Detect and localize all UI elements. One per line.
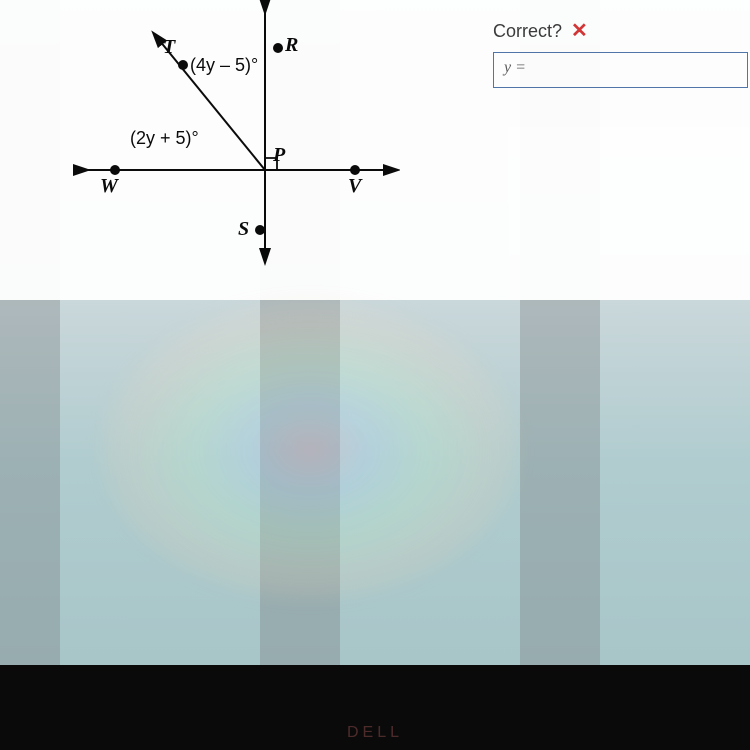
answer-input[interactable]: y =: [493, 52, 748, 88]
diagram-svg: [60, 0, 400, 280]
angle-top-label: (4y – 5)°: [190, 55, 258, 76]
label-V: V: [348, 175, 361, 198]
label-R: R: [285, 34, 298, 57]
incorrect-icon: ✕: [571, 20, 588, 42]
label-P: P: [273, 144, 285, 167]
geometry-diagram: T R W P V S (4y – 5)° (2y + 5)°: [60, 0, 400, 280]
answer-prefix: y =: [504, 59, 526, 76]
monitor-screen: T R W P V S (4y – 5)° (2y + 5)° Correct?…: [0, 0, 750, 665]
angle-left-label: (2y + 5)°: [130, 128, 199, 149]
label-S: S: [238, 218, 249, 241]
monitor-bezel: DELL: [0, 665, 750, 750]
label-W: W: [100, 175, 118, 198]
correct-label: Correct?: [493, 21, 562, 41]
label-T: T: [163, 36, 175, 59]
problem-panel: T R W P V S (4y – 5)° (2y + 5)° Correct?…: [0, 0, 750, 300]
correct-status: Correct? ✕: [493, 18, 588, 43]
screen-moire: [100, 300, 520, 600]
dell-logo: DELL: [347, 724, 403, 742]
